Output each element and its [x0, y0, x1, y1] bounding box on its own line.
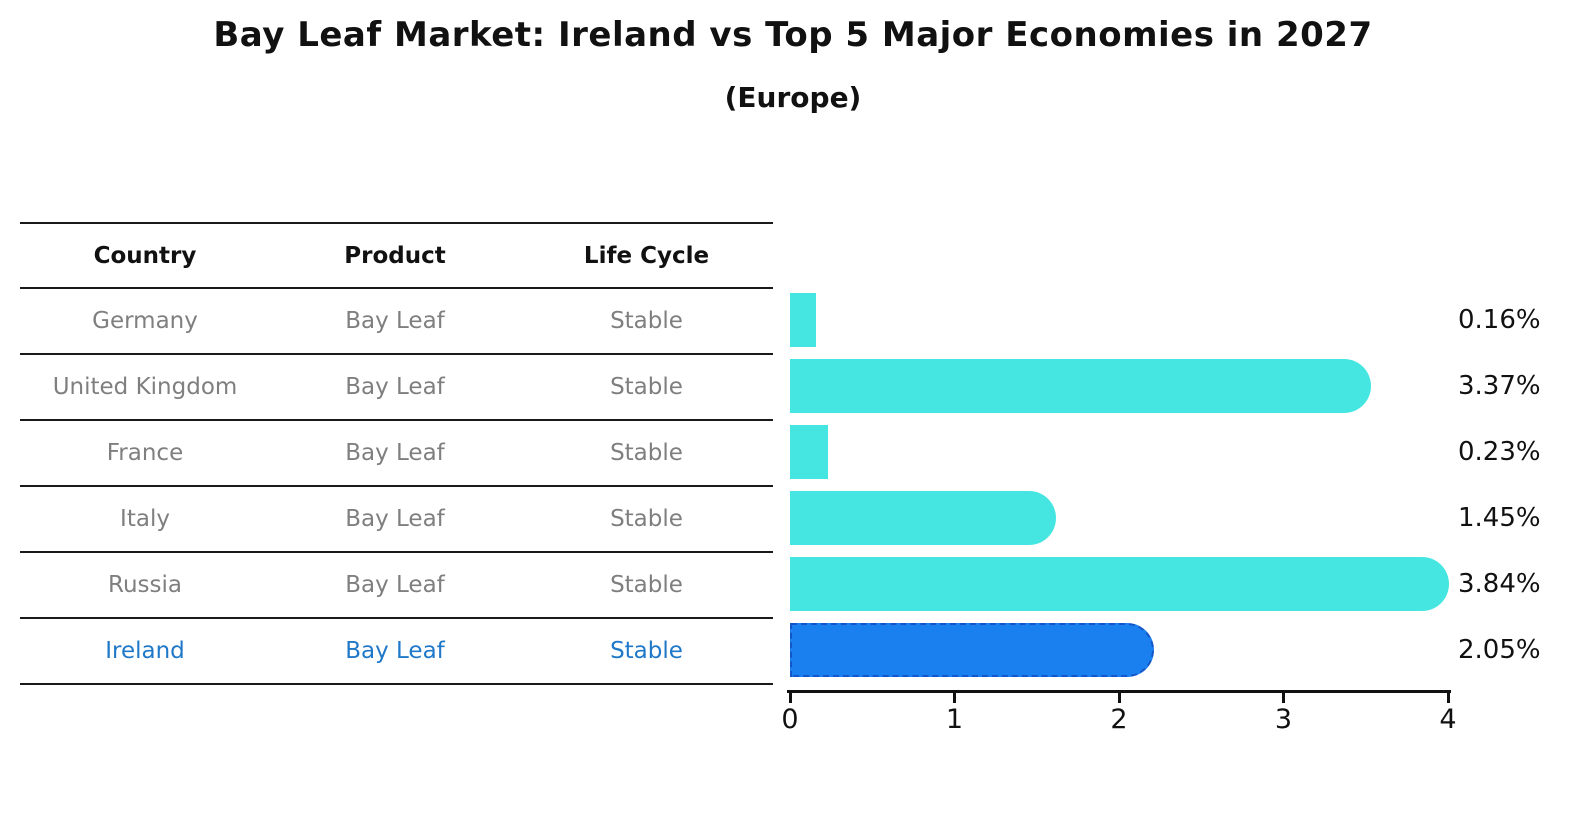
x-axis-tick-label: 1 — [945, 704, 964, 735]
cell-country: United Kingdom — [52, 374, 238, 400]
table-row-russia: Russia Bay Leaf Stable — [20, 551, 773, 617]
column-header-country: Country — [93, 242, 197, 269]
bar-value-label: 0.23% — [1458, 437, 1541, 467]
x-axis-tick — [953, 693, 956, 703]
bar-united-kingdom — [790, 359, 1371, 413]
x-axis-tick — [1282, 693, 1285, 703]
column-header-product: Product — [344, 242, 446, 269]
bar-germany — [790, 293, 816, 347]
table-row-italy: Italy Bay Leaf Stable — [20, 485, 773, 551]
table-row-united-kingdom: United Kingdom Bay Leaf Stable — [20, 353, 773, 419]
cell-product: Bay Leaf — [345, 638, 445, 664]
table-row-france: France Bay Leaf Stable — [20, 419, 773, 485]
cell-product: Bay Leaf — [345, 440, 445, 466]
cell-product: Bay Leaf — [345, 374, 445, 400]
bar-russia — [790, 557, 1449, 611]
table-row-germany: Germany Bay Leaf Stable — [20, 287, 773, 353]
x-axis-line — [787, 690, 1451, 693]
bar-value-label: 3.37% — [1458, 371, 1541, 401]
bar-value-label: 1.45% — [1458, 503, 1541, 533]
cell-product: Bay Leaf — [345, 506, 445, 532]
cell-life-cycle: Stable — [610, 506, 683, 532]
cell-product: Bay Leaf — [345, 308, 445, 334]
cell-country: Italy — [120, 506, 170, 532]
x-axis-tick-label: 3 — [1274, 704, 1293, 735]
table-header-row: Country Product Life Cycle — [20, 222, 773, 287]
country-table: Country Product Life Cycle Germany Bay Le… — [20, 222, 773, 685]
cell-country: Ireland — [105, 638, 185, 664]
bar-value-label: 3.84% — [1458, 569, 1541, 599]
chart-title: Bay Leaf Market: Ireland vs Top 5 Major … — [213, 15, 1373, 55]
x-axis-tick-label: 4 — [1439, 704, 1457, 735]
cell-country: Germany — [92, 308, 198, 334]
table-row-ireland: Ireland Bay Leaf Stable — [20, 617, 773, 685]
x-axis-tick — [1446, 693, 1450, 703]
cell-life-cycle: Stable — [610, 440, 683, 466]
cell-life-cycle: Stable — [610, 374, 683, 400]
x-axis-tick-label: 2 — [1110, 704, 1128, 735]
bar-value-label: 0.16% — [1458, 305, 1541, 335]
bar-ireland — [790, 623, 1154, 677]
x-axis-tick — [1117, 693, 1121, 703]
cell-product: Bay Leaf — [345, 572, 445, 598]
cell-country: Russia — [108, 572, 182, 598]
cell-life-cycle: Stable — [610, 308, 683, 334]
table-body: Germany Bay Leaf Stable United Kingdom Bay L… — [20, 287, 773, 685]
chart-subtitle: (Europe) — [724, 81, 862, 114]
bar-france — [790, 425, 828, 479]
bar-value-label: 2.05% — [1458, 635, 1541, 665]
x-axis-tick-label: 0 — [781, 704, 799, 735]
column-header-life-cycle: Life Cycle — [583, 242, 710, 269]
cell-country: France — [106, 440, 184, 466]
x-axis-tick — [788, 693, 792, 703]
cell-life-cycle: Stable — [610, 572, 683, 598]
bar-italy — [790, 491, 1056, 545]
cell-life-cycle: Stable — [610, 638, 683, 664]
